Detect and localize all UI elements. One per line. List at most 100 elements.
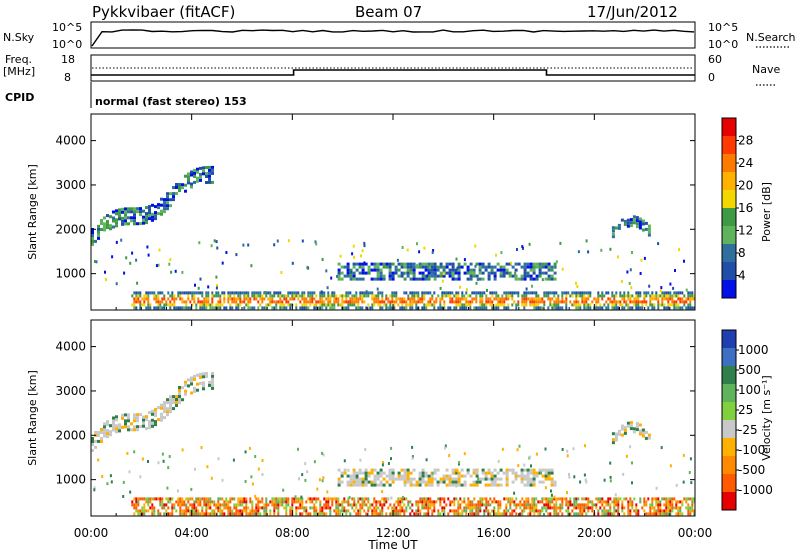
echo-cell bbox=[205, 500, 208, 504]
echo-cell bbox=[367, 294, 370, 298]
echo-cell bbox=[529, 262, 533, 266]
echo-cell bbox=[416, 242, 418, 246]
echo-cell bbox=[567, 509, 570, 513]
echo-cell bbox=[315, 303, 318, 307]
echo-cell bbox=[319, 291, 322, 295]
power-colorbar-label: Power [dB] bbox=[760, 182, 773, 242]
echo-cell bbox=[533, 512, 536, 516]
echo-cell bbox=[429, 303, 432, 307]
beam-label: Beam 07 bbox=[355, 3, 422, 21]
echo-cell bbox=[629, 445, 632, 449]
echo-cell bbox=[97, 439, 100, 443]
echo-cell bbox=[581, 300, 584, 304]
echo-cell bbox=[199, 503, 202, 507]
echo-cell bbox=[193, 377, 196, 381]
echo-cell bbox=[614, 226, 618, 230]
echo-cell bbox=[283, 506, 286, 510]
echo-cell bbox=[381, 497, 384, 501]
echo-cell bbox=[343, 294, 346, 298]
echo-cell bbox=[379, 471, 383, 475]
echo-cell bbox=[499, 483, 503, 487]
echo-cell bbox=[481, 303, 484, 307]
echo-cell bbox=[507, 297, 510, 301]
echo-cell bbox=[203, 306, 206, 310]
echo-cell bbox=[265, 506, 268, 510]
echo-cell bbox=[235, 503, 238, 507]
echo-cell bbox=[413, 512, 416, 516]
echo-cell bbox=[195, 500, 198, 504]
echo-cell bbox=[465, 512, 468, 516]
echo-cell bbox=[461, 291, 464, 295]
echo-cell bbox=[263, 306, 266, 310]
echo-cell bbox=[415, 509, 418, 513]
echo-cell bbox=[168, 262, 171, 266]
echo-cell bbox=[239, 503, 242, 507]
echo-cell bbox=[583, 294, 586, 298]
echo-cell bbox=[207, 294, 210, 298]
echo-cell bbox=[397, 303, 400, 307]
echo-cell bbox=[660, 286, 663, 290]
echo-cell bbox=[667, 503, 670, 507]
echo-cell bbox=[383, 500, 386, 504]
echo-cell bbox=[181, 186, 184, 190]
echo-cell bbox=[361, 249, 364, 253]
echo-cell bbox=[595, 503, 598, 507]
echo-cell bbox=[620, 427, 624, 431]
echo-cell bbox=[635, 306, 638, 310]
echo-cell bbox=[535, 303, 538, 307]
echo-cell bbox=[202, 372, 205, 376]
echo-cell bbox=[283, 500, 286, 504]
echo-cell bbox=[112, 219, 115, 223]
echo-cell bbox=[426, 274, 429, 278]
echo-cell bbox=[513, 291, 516, 295]
echo-cell bbox=[405, 306, 408, 310]
echo-cell bbox=[115, 427, 118, 431]
echo-cell bbox=[557, 303, 560, 307]
echo-cell bbox=[685, 306, 688, 310]
echo-cell bbox=[550, 483, 554, 487]
echo-cell bbox=[409, 477, 413, 481]
echo-cell bbox=[651, 503, 654, 507]
echo-cell bbox=[154, 414, 157, 418]
echo-cell bbox=[97, 458, 100, 462]
echo-cell bbox=[400, 477, 404, 481]
echo-cell bbox=[527, 500, 530, 504]
echo-cell bbox=[497, 506, 500, 510]
echo-cell bbox=[456, 266, 459, 270]
echo-cell bbox=[663, 512, 666, 516]
echo-cell bbox=[399, 300, 402, 304]
echo-cell bbox=[439, 300, 442, 304]
echo-cell bbox=[355, 268, 359, 272]
echo-cell bbox=[355, 291, 358, 295]
echo-cell bbox=[529, 477, 533, 481]
echo-cell bbox=[529, 512, 532, 516]
echo-cell bbox=[345, 500, 348, 504]
echo-cell bbox=[157, 418, 160, 422]
echo-cell bbox=[411, 503, 414, 507]
echo-cell bbox=[459, 285, 462, 289]
echo-cell bbox=[160, 212, 163, 216]
echo-cell bbox=[641, 428, 645, 432]
echo-cell bbox=[565, 509, 568, 513]
echo-cell bbox=[169, 303, 172, 307]
echo-cell bbox=[657, 306, 660, 310]
echo-cell bbox=[153, 294, 156, 298]
echo-cell bbox=[395, 509, 398, 513]
echo-cell bbox=[381, 490, 384, 494]
echo-cell bbox=[605, 503, 608, 507]
echo-cell bbox=[135, 506, 138, 510]
echo-cell bbox=[487, 512, 490, 516]
echo-cell bbox=[208, 168, 211, 172]
echo-cell bbox=[309, 506, 312, 510]
echo-cell bbox=[425, 291, 428, 295]
echo-cell bbox=[225, 497, 228, 501]
echo-cell bbox=[201, 303, 204, 307]
echo-cell bbox=[347, 503, 350, 507]
echo-cell bbox=[545, 506, 548, 510]
echo-cell bbox=[277, 500, 280, 504]
echo-cell bbox=[451, 277, 455, 281]
echo-cell bbox=[584, 444, 586, 448]
echo-cell bbox=[663, 306, 666, 310]
echo-cell bbox=[547, 262, 551, 266]
echo-cell bbox=[247, 243, 250, 247]
